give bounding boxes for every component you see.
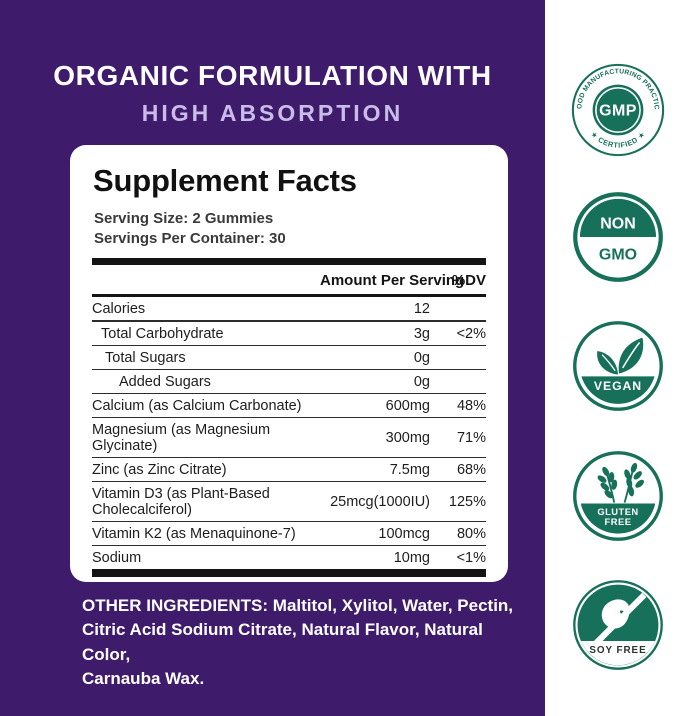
nutrient-amount: 600mg bbox=[385, 397, 430, 414]
servings-per-container: Servings Per Container: 30 bbox=[94, 230, 286, 247]
nutrient-name: Calories bbox=[92, 300, 146, 317]
gmp-badge-icon: GOOD MANUFACTURING PRACTICE ★ CERTIFIED … bbox=[571, 63, 665, 157]
nutrient-name: Calcium (as Calcium Carbonate) bbox=[92, 397, 302, 414]
divider-bar-bottom bbox=[92, 569, 486, 577]
row-total-sugars: Total Sugars 0g bbox=[92, 346, 486, 370]
nutrient-name: Vitamin K2 (as Menaquinone-7) bbox=[92, 525, 296, 542]
row-vitamin-k2: Vitamin K2 (as Menaquinone-7) 100mcg 80% bbox=[92, 522, 486, 546]
soy-free-badge: SOY FREE bbox=[571, 578, 665, 672]
row-added-sugars: Added Sugars 0g bbox=[92, 370, 486, 394]
nutrient-name: Vitamin D3 (as Plant-Based Cholecalcifer… bbox=[92, 485, 270, 518]
wheat-icon bbox=[597, 462, 644, 503]
headline-line1: ORGANIC FORMULATION WITH bbox=[53, 60, 492, 91]
nutrient-amount: 12 bbox=[413, 300, 430, 317]
nutrient-name: Magnesium (as Magnesium Glycinate) bbox=[92, 421, 271, 454]
non-gmo-badge-icon: NON GMO bbox=[573, 192, 663, 282]
headline-line2: HIGH ABSORPTION bbox=[141, 99, 404, 126]
nutrient-dv: 80% bbox=[456, 525, 486, 542]
row-total-carbohydrate: Total Carbohydrate 3g <2% bbox=[92, 322, 486, 346]
nutrient-name: Zinc (as Zinc Citrate) bbox=[92, 461, 227, 478]
serving-size: Serving Size: 2 Gummies bbox=[94, 210, 274, 227]
vegan-badge: VEGAN bbox=[571, 319, 665, 413]
nutrient-dv: 48% bbox=[456, 397, 486, 414]
gmp-certified-badge: GOOD MANUFACTURING PRACTICE ★ CERTIFIED … bbox=[571, 63, 665, 157]
non-gmo-bottom-text: GMO bbox=[599, 247, 637, 264]
soy-free-label: SOY FREE bbox=[589, 645, 646, 656]
other-ingredients-label: OTHER INGREDIENTS: bbox=[82, 596, 269, 615]
row-zinc: Zinc (as Zinc Citrate) 7.5mg 68% bbox=[92, 458, 486, 482]
nutrient-amount: 25mcg(1000IU) bbox=[330, 493, 430, 510]
row-calories: Calories 12 bbox=[92, 297, 486, 322]
other-ingredients-line1: OTHER INGREDIENTS: Maltitol, Xylitol, Wa… bbox=[82, 594, 534, 618]
vegan-label: VEGAN bbox=[594, 379, 642, 393]
other-ingredients: OTHER INGREDIENTS: Maltitol, Xylitol, Wa… bbox=[82, 594, 534, 691]
nutrient-amount: 300mg bbox=[385, 429, 430, 446]
gluten-free-line1: GLUTEN bbox=[597, 506, 638, 517]
nutrient-amount: 10mg bbox=[393, 549, 430, 566]
nutrient-name: Total Sugars bbox=[105, 349, 186, 366]
certification-badges-column: GOOD MANUFACTURING PRACTICE ★ CERTIFIED … bbox=[545, 0, 679, 716]
other-ingredients-line1-rest: Maltitol, Xylitol, Water, Pectin, bbox=[268, 596, 514, 615]
row-vitamin-d3: Vitamin D3 (as Plant-Based Cholecalcifer… bbox=[92, 482, 486, 522]
nutrient-amount: 7.5mg bbox=[389, 461, 430, 478]
gmp-center-text: GMP bbox=[599, 103, 637, 120]
vegan-badge-icon: VEGAN bbox=[573, 321, 663, 411]
nutrient-amount: 0g bbox=[413, 373, 430, 390]
gluten-free-line2: FREE bbox=[605, 516, 632, 527]
non-gmo-badge: NON GMO bbox=[571, 190, 665, 284]
nutrient-name: Total Carbohydrate bbox=[101, 325, 224, 342]
nutrient-dv: 125% bbox=[448, 493, 486, 510]
other-ingredients-line2: Citric Acid Sodium Citrate, Natural Flav… bbox=[82, 620, 483, 664]
supplement-facts-panel: Supplement Facts Serving Size: 2 Gummies… bbox=[70, 145, 508, 582]
nutrient-name: Sodium bbox=[92, 549, 142, 566]
soy-free-badge-icon: SOY FREE bbox=[573, 580, 663, 670]
row-sodium: Sodium 10mg <1% bbox=[92, 546, 486, 569]
nutrient-amount: 100mcg bbox=[378, 525, 430, 542]
table-header-row: Amount Per Serving %DV bbox=[92, 265, 486, 297]
nutrient-amount: 0g bbox=[413, 349, 430, 366]
supplement-facts-title: Supplement Facts bbox=[93, 163, 357, 198]
gluten-free-badge-icon: GLUTEN FREE bbox=[573, 451, 663, 541]
gluten-free-badge: GLUTEN FREE bbox=[571, 449, 665, 543]
nutrient-dv: 68% bbox=[456, 461, 486, 478]
slash-icon bbox=[591, 592, 647, 648]
nutrient-dv: 71% bbox=[456, 429, 486, 446]
nutrient-dv: <1% bbox=[456, 549, 486, 566]
non-gmo-top-text: NON bbox=[600, 216, 636, 233]
leaf-icon bbox=[597, 337, 644, 375]
headline: ORGANIC FORMULATION WITH HIGH ABSORPTION bbox=[0, 60, 545, 126]
other-ingredients-line3: Carnauba Wax. bbox=[82, 668, 205, 688]
nutrient-amount: 3g bbox=[413, 325, 430, 342]
nutrient-name: Added Sugars bbox=[119, 373, 211, 390]
divider-bar-top bbox=[92, 258, 486, 265]
column-header-dv: %DV bbox=[451, 272, 486, 289]
row-calcium: Calcium (as Calcium Carbonate) 600mg 48% bbox=[92, 394, 486, 418]
nutrient-dv: <2% bbox=[456, 325, 486, 342]
row-magnesium: Magnesium (as Magnesium Glycinate) 300mg… bbox=[92, 418, 486, 458]
column-header-amount: Amount Per Serving bbox=[320, 272, 465, 289]
